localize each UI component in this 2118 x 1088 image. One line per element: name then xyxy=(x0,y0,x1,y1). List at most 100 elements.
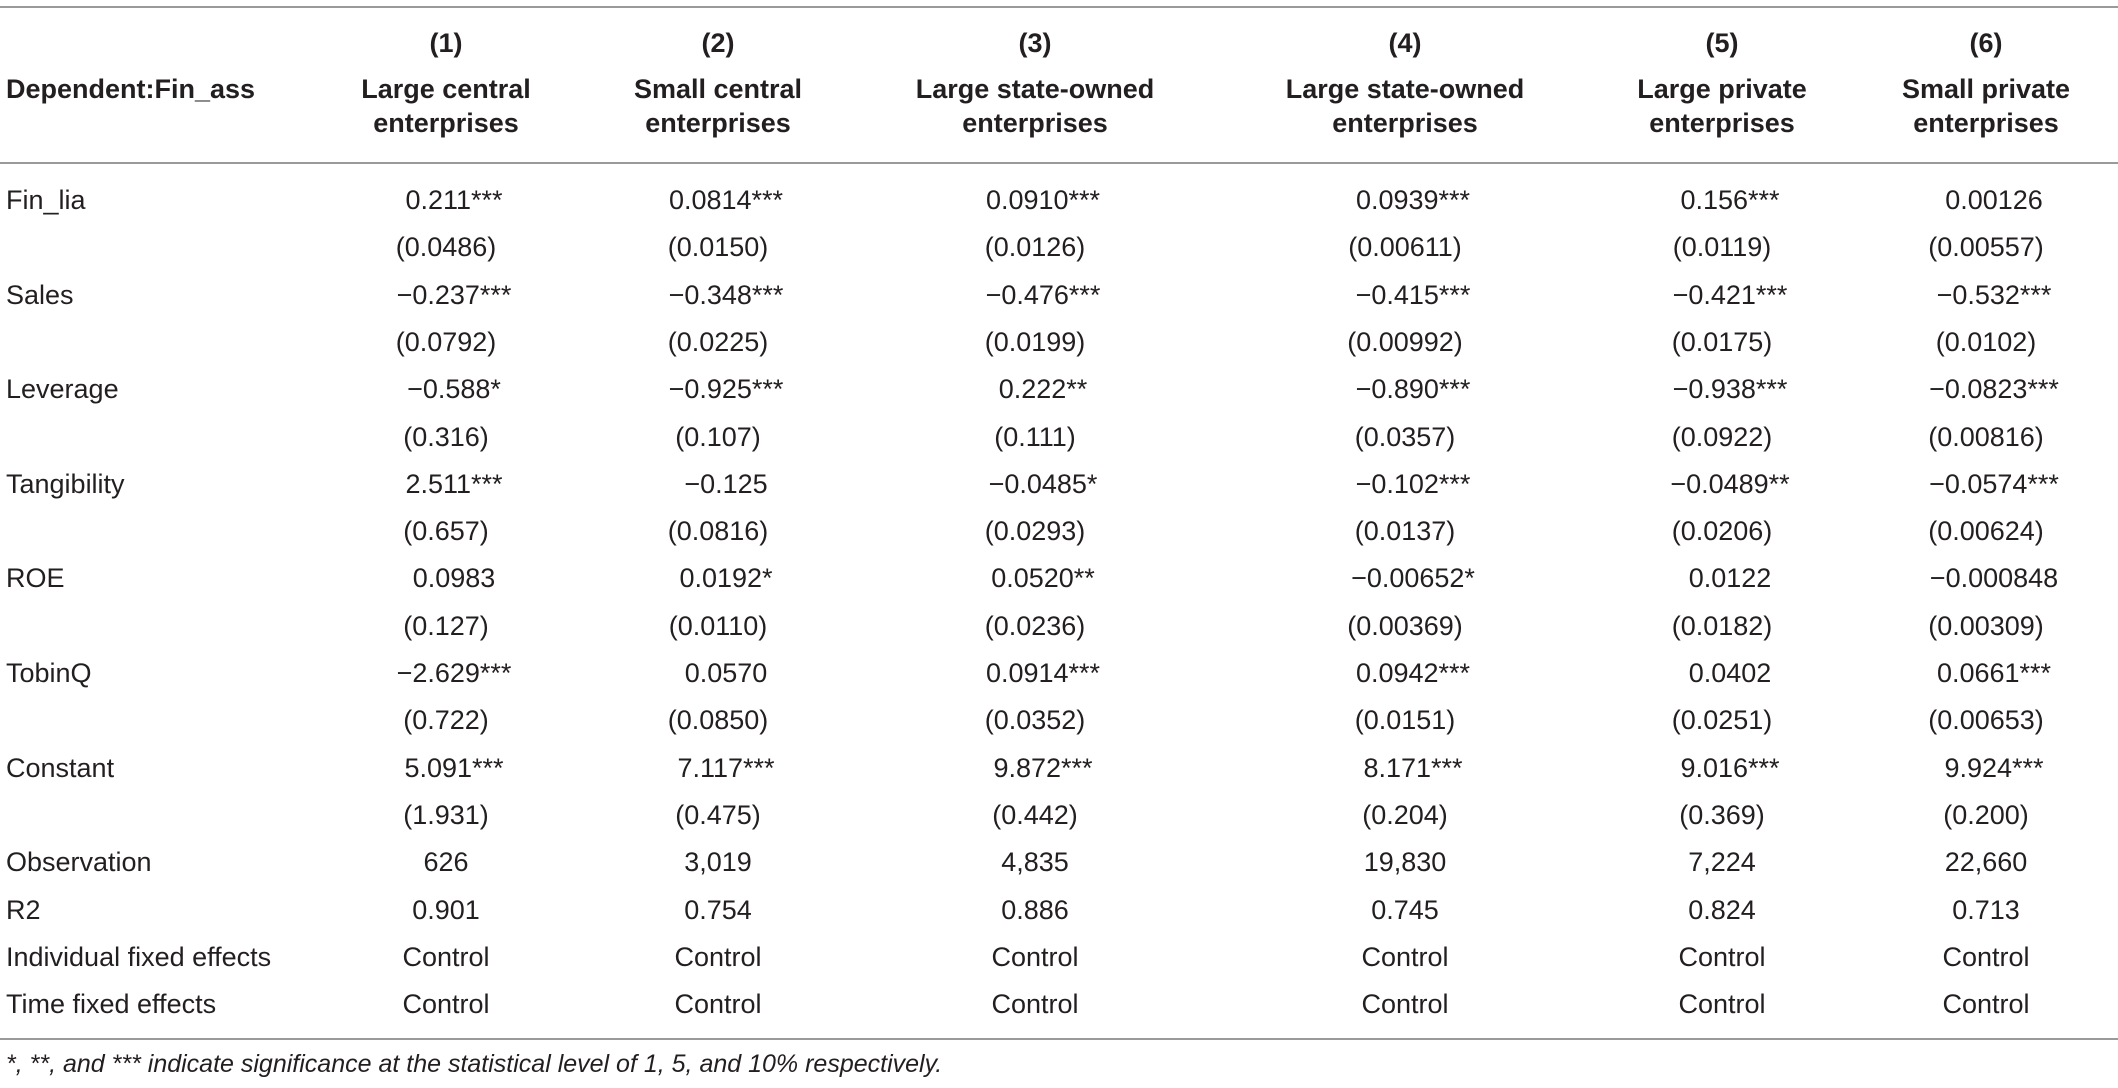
std-error: (0.200) xyxy=(1943,799,2029,830)
coefficient: 0.0122 xyxy=(1688,563,1772,594)
column-number: (6) xyxy=(1969,28,2003,58)
std-error: (0.0199) xyxy=(984,326,1086,357)
stat-value: 0.824 xyxy=(1688,894,1756,925)
coefficient: 0.0942*** xyxy=(1355,658,1471,688)
coefficient: −0.938*** xyxy=(1672,374,1788,405)
std-error: (0.0126) xyxy=(984,232,1086,263)
coefficient: 8.171*** xyxy=(1363,752,1463,783)
stat-value: 0.886 xyxy=(1001,894,1069,925)
stat-value: Control xyxy=(674,989,762,1020)
column-number: (5) xyxy=(1705,28,1739,58)
coefficient: −0.0823*** xyxy=(1929,374,2059,405)
std-error: (0.0102) xyxy=(1935,326,2037,357)
std-error: (0.0110) xyxy=(668,610,768,641)
std-error: (0.316) xyxy=(403,421,489,452)
std-error: (0.00611) xyxy=(1348,232,1462,263)
stat-value: 0.745 xyxy=(1371,894,1439,925)
column-title: Large private enterprises xyxy=(1637,74,1807,138)
coefficient: −0.0485* xyxy=(988,468,1098,499)
column-title: Small central enterprises xyxy=(633,74,803,138)
std-error: (0.204) xyxy=(1362,799,1448,830)
coefficient: −2.629*** xyxy=(396,658,512,688)
coefficient: −0.421*** xyxy=(1672,279,1788,310)
coefficient: 0.156*** xyxy=(1680,185,1780,215)
coefficient: 0.00126 xyxy=(1945,185,2043,215)
stat-value: 626 xyxy=(423,847,469,878)
coefficient: −0.125 xyxy=(684,468,768,499)
column-title: Large state-owned enterprises xyxy=(915,74,1155,138)
std-error: (0.442) xyxy=(992,799,1078,830)
row-label: Tangibility xyxy=(6,468,125,499)
column-title: Large state-owned enterprises xyxy=(1285,74,1525,138)
stat-value: 22,660 xyxy=(1944,847,2028,878)
column-number: (1) xyxy=(429,28,463,58)
stat-value: Control xyxy=(674,941,762,972)
std-error: (0.0150) xyxy=(667,232,769,263)
stat-value: Control xyxy=(402,989,490,1020)
coefficient: 0.0520** xyxy=(991,563,1095,594)
row-label: ROE xyxy=(6,563,65,594)
coefficient: −0.0574*** xyxy=(1929,468,2059,499)
std-error: (0.00816) xyxy=(1928,421,2044,452)
stat-value: 0.754 xyxy=(684,894,752,925)
std-error: (0.0206) xyxy=(1671,516,1773,547)
std-error: (0.475) xyxy=(675,799,761,830)
column-title: Large central enterprises xyxy=(361,74,531,138)
std-error: (0.0352) xyxy=(984,705,1086,736)
coefficient: 2.511*** xyxy=(405,468,503,499)
std-error: (0.00624) xyxy=(1928,516,2044,547)
std-error: (0.0182) xyxy=(1671,610,1773,641)
coefficient: 0.0402 xyxy=(1688,658,1772,688)
coefficient: 0.0814*** xyxy=(668,185,784,215)
stat-value: Control xyxy=(991,941,1079,972)
stat-value: 3,019 xyxy=(684,847,752,878)
std-error: (0.0251) xyxy=(1671,705,1773,736)
stat-value: Control xyxy=(1678,941,1766,972)
stat-value: 4,835 xyxy=(1001,847,1069,878)
coefficient: 0.211*** xyxy=(405,185,503,215)
std-error: (0.00309) xyxy=(1928,610,2044,641)
table-note: *, **, and *** indicate significance at … xyxy=(6,1050,943,1078)
std-error: (0.0486) xyxy=(395,232,497,263)
coefficient: 0.0910*** xyxy=(985,185,1101,215)
std-error: (0.0151) xyxy=(1354,705,1456,736)
row-label: TobinQ xyxy=(6,658,92,688)
std-error: (0.0792) xyxy=(395,326,497,357)
column-number: (4) xyxy=(1388,28,1422,58)
coefficient: 9.872*** xyxy=(993,752,1093,783)
row-label: Sales xyxy=(6,279,74,310)
coefficient: −0.00652* xyxy=(1351,563,1475,594)
std-error: (0.0357) xyxy=(1354,421,1456,452)
row-label: Leverage xyxy=(6,374,119,405)
std-error: (0.0137) xyxy=(1354,516,1456,547)
stat-value: 19,830 xyxy=(1363,847,1447,878)
std-error: (0.0225) xyxy=(667,326,769,357)
column-number: (2) xyxy=(701,28,735,58)
coefficient: 5.091*** xyxy=(404,752,504,783)
coefficient: 0.0661*** xyxy=(1936,658,2052,688)
coefficient: −0.925*** xyxy=(668,374,784,405)
std-error: (0.127) xyxy=(403,610,489,641)
coefficient: 0.0192* xyxy=(679,563,773,594)
coefficient: −0.000848 xyxy=(1929,563,2059,594)
coefficient: −0.102*** xyxy=(1355,468,1471,499)
stat-value: Control xyxy=(1678,989,1766,1020)
std-error: (0.00557) xyxy=(1928,232,2044,263)
row-label: Constant xyxy=(6,752,115,783)
coefficient: −0.588* xyxy=(407,374,501,405)
coefficient: 0.0983 xyxy=(412,563,496,594)
std-error: (0.0816) xyxy=(667,516,769,547)
std-error: (0.722) xyxy=(403,705,489,736)
stat-value: 0.713 xyxy=(1952,894,2020,925)
std-error: (0.00369) xyxy=(1347,610,1463,641)
coefficient: −0.415*** xyxy=(1355,279,1471,310)
stat-value: Control xyxy=(402,941,490,972)
std-error: (0.0850) xyxy=(667,705,769,736)
coefficient: −0.532*** xyxy=(1936,279,2052,310)
std-error: (0.00653) xyxy=(1928,705,2044,736)
row-label: Observation xyxy=(6,847,152,878)
coefficient: −0.890*** xyxy=(1355,374,1471,405)
std-error: (0.369) xyxy=(1679,799,1765,830)
top-rule xyxy=(0,6,2118,8)
